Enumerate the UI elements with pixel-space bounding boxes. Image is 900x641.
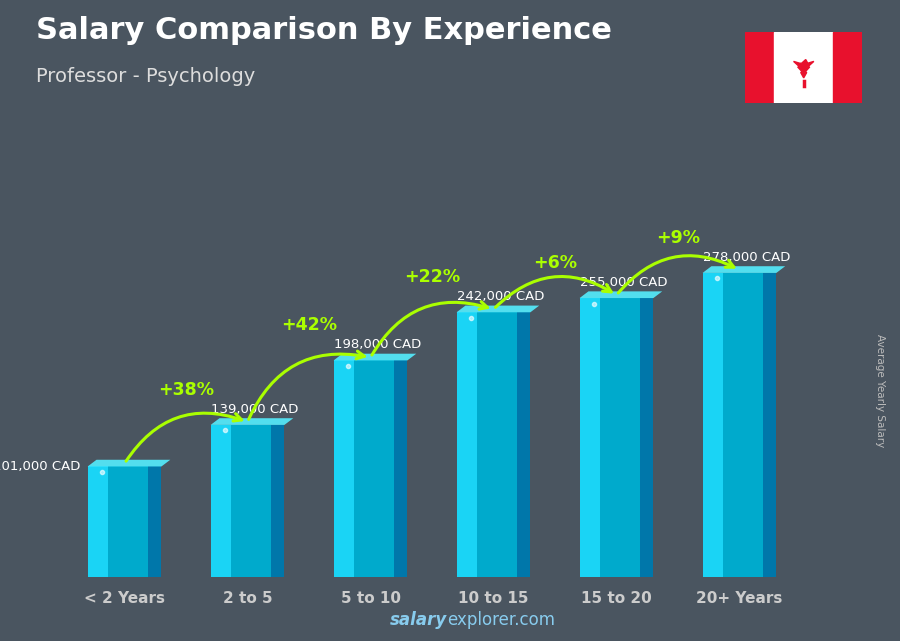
Polygon shape xyxy=(580,298,600,577)
Text: +22%: +22% xyxy=(404,268,460,287)
Bar xyxy=(745,32,774,103)
Polygon shape xyxy=(211,425,231,577)
Text: 101,000 CAD: 101,000 CAD xyxy=(0,460,80,473)
Polygon shape xyxy=(794,60,814,78)
Polygon shape xyxy=(703,273,724,577)
Polygon shape xyxy=(456,312,477,577)
Text: +6%: +6% xyxy=(533,254,577,272)
Polygon shape xyxy=(518,312,530,577)
Polygon shape xyxy=(394,360,408,577)
Polygon shape xyxy=(334,360,408,577)
Polygon shape xyxy=(763,273,777,577)
Polygon shape xyxy=(87,467,161,577)
Text: 255,000 CAD: 255,000 CAD xyxy=(580,276,668,288)
Text: +9%: +9% xyxy=(656,229,700,247)
Text: Professor - Psychology: Professor - Psychology xyxy=(36,67,256,87)
Polygon shape xyxy=(456,312,530,577)
Text: 139,000 CAD: 139,000 CAD xyxy=(212,403,299,415)
Polygon shape xyxy=(271,425,284,577)
Bar xyxy=(832,32,862,103)
Text: 278,000 CAD: 278,000 CAD xyxy=(703,251,790,263)
Polygon shape xyxy=(456,306,539,312)
Text: explorer.com: explorer.com xyxy=(447,612,555,629)
Polygon shape xyxy=(580,292,662,298)
Bar xyxy=(774,32,832,103)
Text: Salary Comparison By Experience: Salary Comparison By Experience xyxy=(36,16,612,45)
Polygon shape xyxy=(87,467,108,577)
Polygon shape xyxy=(703,266,785,273)
Polygon shape xyxy=(580,298,653,577)
Polygon shape xyxy=(87,460,170,467)
Text: Average Yearly Salary: Average Yearly Salary xyxy=(875,335,886,447)
Polygon shape xyxy=(703,273,777,577)
Text: +42%: +42% xyxy=(281,317,337,335)
Polygon shape xyxy=(211,425,284,577)
Text: salary: salary xyxy=(390,612,447,629)
Polygon shape xyxy=(334,360,355,577)
Text: 242,000 CAD: 242,000 CAD xyxy=(457,290,544,303)
Polygon shape xyxy=(640,298,653,577)
Polygon shape xyxy=(334,354,417,360)
Polygon shape xyxy=(211,418,293,425)
Polygon shape xyxy=(148,467,161,577)
Text: 198,000 CAD: 198,000 CAD xyxy=(334,338,421,351)
Text: +38%: +38% xyxy=(158,381,214,399)
